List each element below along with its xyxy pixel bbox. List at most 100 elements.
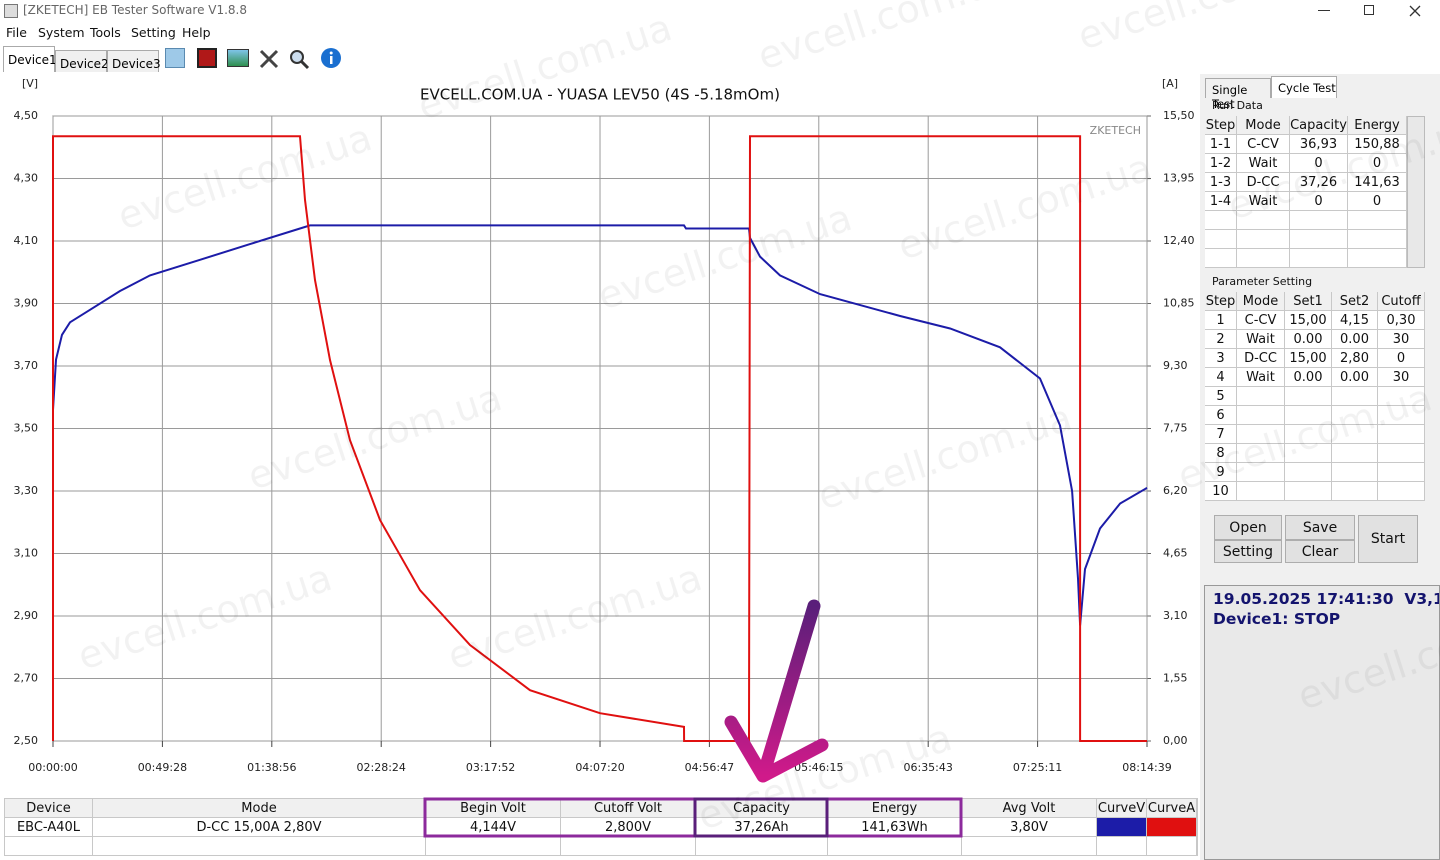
table-cell: 30	[1378, 330, 1425, 349]
table-cell: 30	[1378, 368, 1425, 387]
button[interactable]: Save	[1285, 515, 1355, 540]
table-cell: 37,26Ah	[696, 818, 828, 837]
table-cell: Wait	[1237, 330, 1285, 349]
table-cell: 3,80V	[962, 818, 1097, 837]
x-tick-label: 07:25:11	[1013, 761, 1062, 774]
table-cell: 6	[1205, 406, 1237, 425]
table-cell	[1237, 249, 1290, 268]
button[interactable]: Open	[1214, 515, 1282, 540]
mode-tab[interactable]: Single Test	[1205, 78, 1271, 111]
menu-item[interactable]: System	[38, 25, 85, 40]
series-line	[52, 135, 1147, 742]
table-cell: D-CC	[1237, 349, 1285, 368]
save-icon[interactable]	[197, 48, 217, 68]
table-header: Capacity	[696, 799, 828, 818]
search-icon[interactable]	[288, 48, 310, 70]
table-cell: 37,26	[1290, 173, 1348, 192]
minimize-button[interactable]	[1318, 10, 1330, 11]
table-cell	[1237, 211, 1290, 230]
table-cell	[1237, 230, 1290, 249]
menu-item[interactable]: Setting	[131, 25, 176, 40]
table-cell	[1237, 444, 1285, 463]
table-header: Energy	[828, 799, 962, 818]
table-cell	[1378, 463, 1425, 482]
menu-item[interactable]: Tools	[90, 25, 121, 40]
series-line	[52, 224, 1148, 626]
device-tab[interactable]: Device1	[3, 46, 57, 72]
info-icon[interactable]	[320, 47, 342, 69]
tools-icon[interactable]	[258, 48, 280, 70]
button[interactable]: Start	[1358, 515, 1418, 563]
status-panel: 19.05.2025 17:41:30 V3,10 Device1: STOP	[1204, 585, 1440, 860]
device-tab[interactable]: Device2	[55, 50, 109, 72]
table-header: Step	[1205, 116, 1237, 135]
y-tick-label: 4,50	[14, 109, 39, 122]
y2-tick-label: 3,10	[1163, 609, 1188, 622]
table-cell	[1237, 387, 1285, 406]
menu-bar: File System Tools Setting Help	[0, 22, 1440, 44]
x-tick-label: 08:14:39	[1122, 761, 1171, 774]
table-cell: 141,63Wh	[828, 818, 962, 837]
restore-button[interactable]	[1364, 5, 1374, 15]
x-tick-label: 05:46:15	[794, 761, 843, 774]
y-tick-label: 2,50	[14, 734, 39, 747]
y-axis-label: [V]	[22, 77, 38, 90]
table-cell: 4	[1205, 368, 1237, 387]
table-cell: 4,15	[1332, 311, 1378, 330]
table-cell: 141,63	[1348, 173, 1407, 192]
y2-tick-label: 0,00	[1163, 734, 1188, 747]
x-tick-label: 04:56:47	[685, 761, 734, 774]
device-tabs: Device1 Device2 Device3	[0, 46, 1440, 74]
table-cell: 4,144V	[426, 818, 561, 837]
table-cell: 0	[1348, 154, 1407, 173]
device-tab[interactable]: Device3	[107, 50, 161, 72]
table-cell	[1285, 406, 1332, 425]
x-tick-label: 00:00:00	[28, 761, 77, 774]
menu-item[interactable]: Help	[182, 25, 211, 40]
table-cell	[828, 837, 962, 856]
table-cell	[1285, 482, 1332, 501]
table-cell: Wait	[1237, 368, 1285, 387]
table-cell: 3	[1205, 349, 1237, 368]
table-cell: 7	[1205, 425, 1237, 444]
button[interactable]: Clear	[1285, 540, 1355, 563]
table-cell	[1290, 249, 1348, 268]
table-cell: C-CV	[1237, 135, 1290, 154]
table-cell: 0	[1290, 192, 1348, 211]
group-label: Run Data	[1212, 99, 1263, 112]
y-tick-label: 2,90	[14, 609, 39, 622]
table-header: Capacity	[1290, 116, 1348, 135]
open-icon[interactable]	[165, 48, 185, 68]
table-cell: 150,88	[1348, 135, 1407, 154]
image-icon[interactable]	[227, 49, 249, 67]
table-cell	[1290, 211, 1348, 230]
close-button[interactable]	[1408, 4, 1422, 18]
menu-item[interactable]: File	[6, 25, 27, 40]
scrollbar[interactable]	[1407, 116, 1425, 268]
y2-axis-label: [A]	[1162, 77, 1178, 90]
table-cell	[1285, 444, 1332, 463]
curve-header: CurveV	[1097, 799, 1147, 818]
table-cell	[1205, 249, 1237, 268]
table-cell	[1378, 406, 1425, 425]
button[interactable]: Setting	[1214, 540, 1282, 563]
table-cell: Wait	[1237, 192, 1290, 211]
table-cell: 9	[1205, 463, 1237, 482]
table-cell: 1-1	[1205, 135, 1237, 154]
table-cell	[1285, 463, 1332, 482]
table-cell	[1332, 406, 1378, 425]
x-tick-label: 01:38:56	[247, 761, 296, 774]
table-header: Cutoff	[1378, 292, 1425, 311]
table-header: Energy	[1348, 116, 1407, 135]
table-header: Begin Volt	[426, 799, 561, 818]
y-tick-label: 3,50	[14, 422, 39, 435]
table-cell: 0	[1348, 192, 1407, 211]
table-header: Mode	[1237, 292, 1285, 311]
table-cell: D-CC 15,00A 2,80V	[93, 818, 426, 837]
side-panel: Single Test Cycle Test Run Data Step 1-1 1-2 1…	[1200, 74, 1440, 860]
y2-tick-label: 6,20	[1163, 484, 1188, 497]
mode-tab[interactable]: Cycle Test	[1271, 76, 1337, 98]
x-tick-label: 02:28:24	[357, 761, 406, 774]
table-cell	[1348, 211, 1407, 230]
table-header: Avg Volt	[962, 799, 1097, 818]
